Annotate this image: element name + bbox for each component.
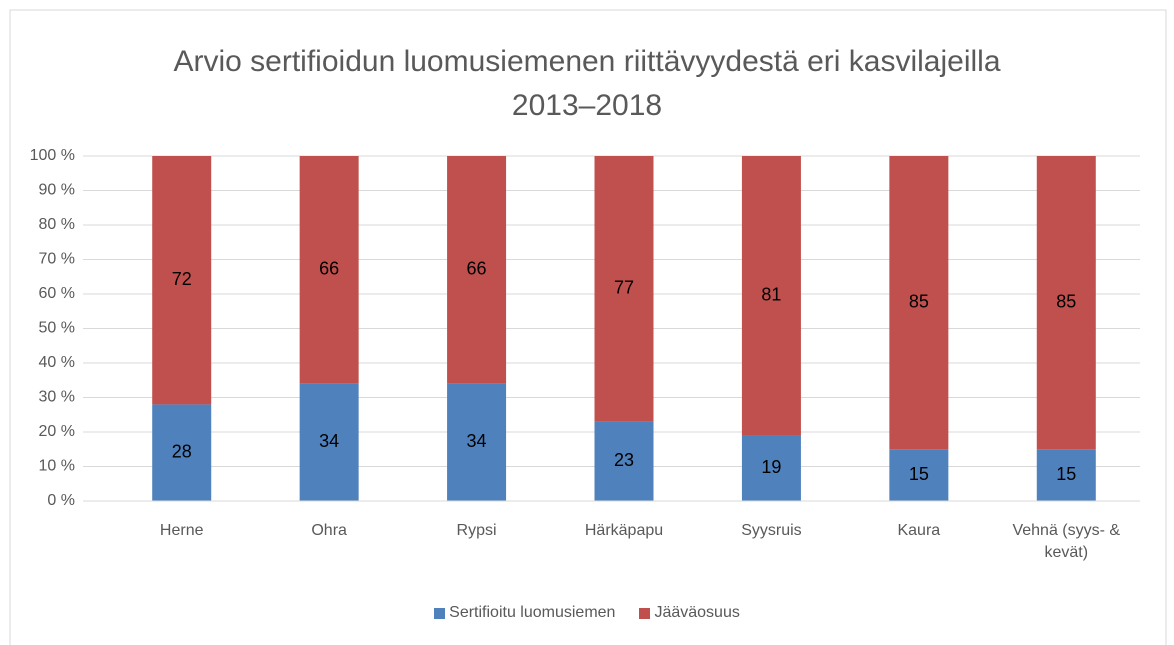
bar-segment (889, 449, 949, 501)
x-tick-label: Kaura (897, 522, 941, 539)
value-label: 15 (1056, 464, 1076, 484)
value-label: 85 (1056, 291, 1076, 311)
bar-segment (889, 156, 949, 450)
y-tick-label: 100 % (30, 147, 75, 164)
legend-swatch (639, 607, 651, 619)
y-tick-label: 0 % (47, 492, 75, 509)
bar-segment (299, 156, 359, 384)
x-tick-label: Herne (159, 522, 204, 539)
bar-segment (299, 383, 359, 501)
legend-item: Sertifioitu luomusiemen (434, 604, 615, 622)
value-label: 34 (319, 431, 339, 451)
y-tick-label: 50 % (39, 320, 75, 337)
legend-item: Jääväosuus (639, 604, 740, 622)
x-tick-label: Vehnä (syys- & kevät) (1012, 522, 1121, 561)
value-label: 19 (761, 457, 781, 477)
bar-segment (594, 156, 654, 422)
value-label: 15 (909, 464, 929, 484)
bar-segment (594, 421, 654, 501)
y-tick-label: 20 % (39, 423, 75, 440)
bar-segment (1036, 449, 1096, 501)
bar-segment (152, 156, 212, 405)
chart-title: Arvio sertifioidun luomusiemenen riittäv… (173, 45, 1001, 122)
x-tick-label: Härkäpapu (584, 522, 664, 539)
bar-segment (741, 156, 801, 436)
value-label: 85 (909, 291, 929, 311)
value-label: 77 (614, 278, 634, 298)
x-tick-label: Rypsi (456, 522, 497, 539)
value-label: 28 (172, 441, 192, 461)
legend-swatch (434, 607, 446, 619)
y-tick-label: 10 % (39, 458, 75, 475)
legend-label: Sertifioitu luomusiemen (449, 604, 616, 621)
y-tick-label: 90 % (39, 182, 75, 199)
value-label: 34 (467, 431, 487, 451)
y-tick-label: 40 % (39, 354, 75, 371)
bar-segment (1036, 156, 1096, 450)
value-label: 72 (172, 269, 192, 289)
value-label: 23 (614, 450, 634, 470)
value-label: 81 (761, 284, 781, 304)
x-tick-label: Ohra (311, 522, 347, 539)
bar-segment (447, 383, 507, 501)
x-tick-label: Syysruis (741, 522, 802, 539)
y-tick-label: 80 % (39, 216, 75, 233)
y-tick-label: 30 % (39, 389, 75, 406)
y-tick-label: 60 % (39, 285, 75, 302)
value-label: 66 (467, 259, 487, 279)
legend-label: Jääväosuus (654, 604, 740, 621)
bar-segment (447, 156, 507, 384)
legend: Sertifioitu luomusiemen Jääväosuus (0, 604, 1174, 622)
y-tick-label: 70 % (39, 251, 75, 268)
value-label: 66 (319, 259, 339, 279)
bar-segment (152, 404, 212, 501)
bar-segment (741, 435, 801, 501)
